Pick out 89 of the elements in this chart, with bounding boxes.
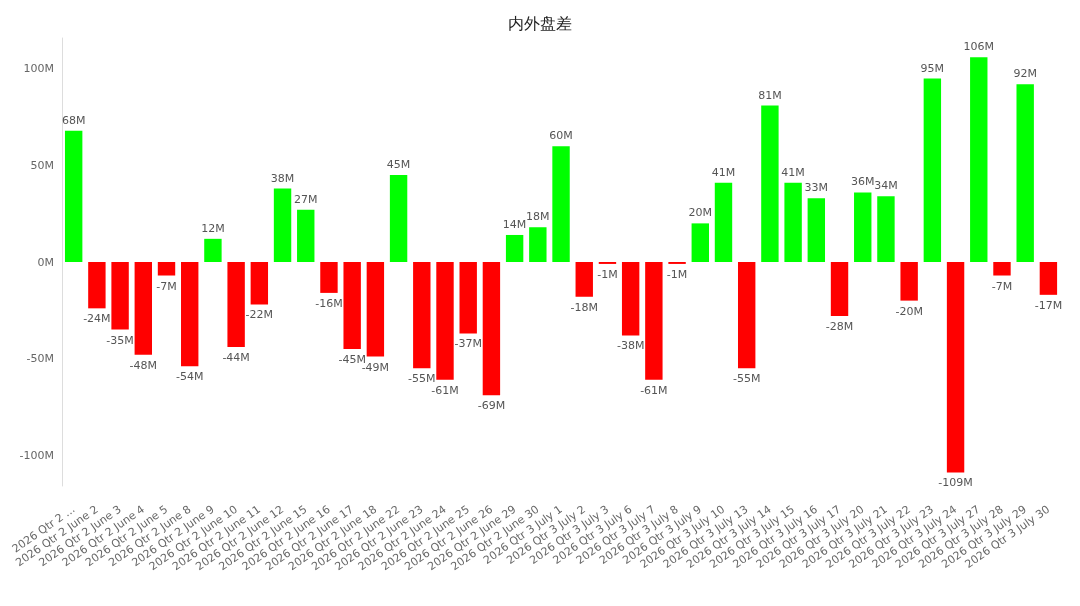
bar	[737, 262, 756, 369]
data-label: -45M	[338, 352, 366, 366]
bar	[900, 262, 918, 301]
data-label: -7M	[156, 279, 177, 293]
bar	[1039, 262, 1058, 295]
bar	[946, 262, 965, 473]
data-label: -22M	[245, 308, 274, 322]
data-label: 18M	[526, 210, 550, 224]
bar	[181, 262, 199, 367]
bar	[993, 262, 1011, 276]
data-label: -55M	[732, 372, 761, 386]
bar	[88, 262, 106, 309]
y-tick-label: 50M	[30, 158, 55, 172]
data-label: 81M	[758, 88, 782, 102]
data-label: 12M	[201, 221, 225, 235]
bar	[157, 262, 176, 276]
data-label: -37M	[454, 337, 482, 351]
data-label: 106M	[963, 40, 995, 54]
bar	[575, 262, 593, 297]
bar	[761, 105, 779, 262]
data-label: -24M	[83, 312, 111, 326]
bar	[645, 262, 663, 380]
bar	[320, 262, 338, 293]
data-label: 41M	[781, 165, 805, 179]
bar	[691, 223, 709, 262]
bar	[273, 188, 292, 262]
data-label: -28M	[825, 320, 854, 334]
bar	[413, 262, 431, 369]
bar	[1016, 84, 1034, 262]
data-label: 95M	[920, 61, 945, 75]
bar	[297, 209, 315, 262]
data-label: -54M	[175, 370, 204, 384]
data-label: 38M	[270, 171, 295, 185]
y-tick-label: 100M	[23, 62, 55, 76]
data-label: -69M	[477, 399, 506, 413]
y-tick-label: -100M	[19, 448, 55, 462]
y-tick-label: -50M	[26, 352, 55, 366]
bar	[923, 78, 942, 262]
data-label: 20M	[688, 206, 713, 220]
bar	[459, 262, 477, 334]
data-label: -35M	[106, 333, 134, 347]
data-label: 14M	[502, 217, 527, 231]
bar	[134, 262, 152, 355]
bar	[366, 262, 385, 357]
data-label: -48M	[129, 358, 158, 372]
data-label: -16M	[315, 296, 343, 310]
data-label: 34M	[874, 179, 898, 193]
bar	[505, 234, 524, 262]
data-label: -1M	[666, 267, 688, 281]
data-label: -7M	[991, 279, 1013, 293]
chart-title: 内外盘差	[508, 13, 572, 33]
data-label: -61M	[640, 383, 668, 397]
bar	[529, 227, 547, 262]
data-label: 68M	[61, 113, 86, 127]
bar	[204, 238, 222, 262]
data-label: -44M	[222, 350, 250, 364]
bar	[436, 262, 454, 380]
data-label: -1M	[597, 267, 618, 281]
bar	[807, 198, 826, 262]
data-label: 36M	[850, 175, 875, 189]
data-label: 45M	[386, 158, 411, 172]
bar	[552, 146, 570, 262]
data-label: 41M	[711, 165, 736, 179]
bar	[389, 175, 408, 262]
data-label: -20M	[895, 304, 923, 318]
bar	[830, 262, 849, 317]
bar	[64, 130, 83, 262]
bar	[621, 262, 640, 336]
data-label: 60M	[549, 129, 573, 143]
data-label: -17M	[1034, 298, 1063, 312]
data-label: -38M	[616, 339, 645, 353]
bar	[854, 192, 872, 262]
bar	[970, 57, 988, 262]
bar	[343, 262, 361, 349]
bar	[714, 182, 733, 262]
bar	[877, 196, 895, 262]
bar	[250, 262, 269, 305]
bar	[784, 182, 802, 262]
y-tick-label: 0M	[37, 255, 55, 269]
data-label: 27M	[294, 192, 318, 206]
bar	[482, 262, 501, 396]
data-label: -18M	[570, 300, 598, 314]
bar	[227, 262, 245, 347]
data-label: 92M	[1013, 67, 1037, 81]
bar	[111, 262, 129, 330]
data-label: -61M	[431, 383, 459, 397]
data-label: -109M	[938, 476, 973, 490]
data-label: -55M	[408, 372, 436, 386]
data-label: 33M	[804, 181, 829, 195]
